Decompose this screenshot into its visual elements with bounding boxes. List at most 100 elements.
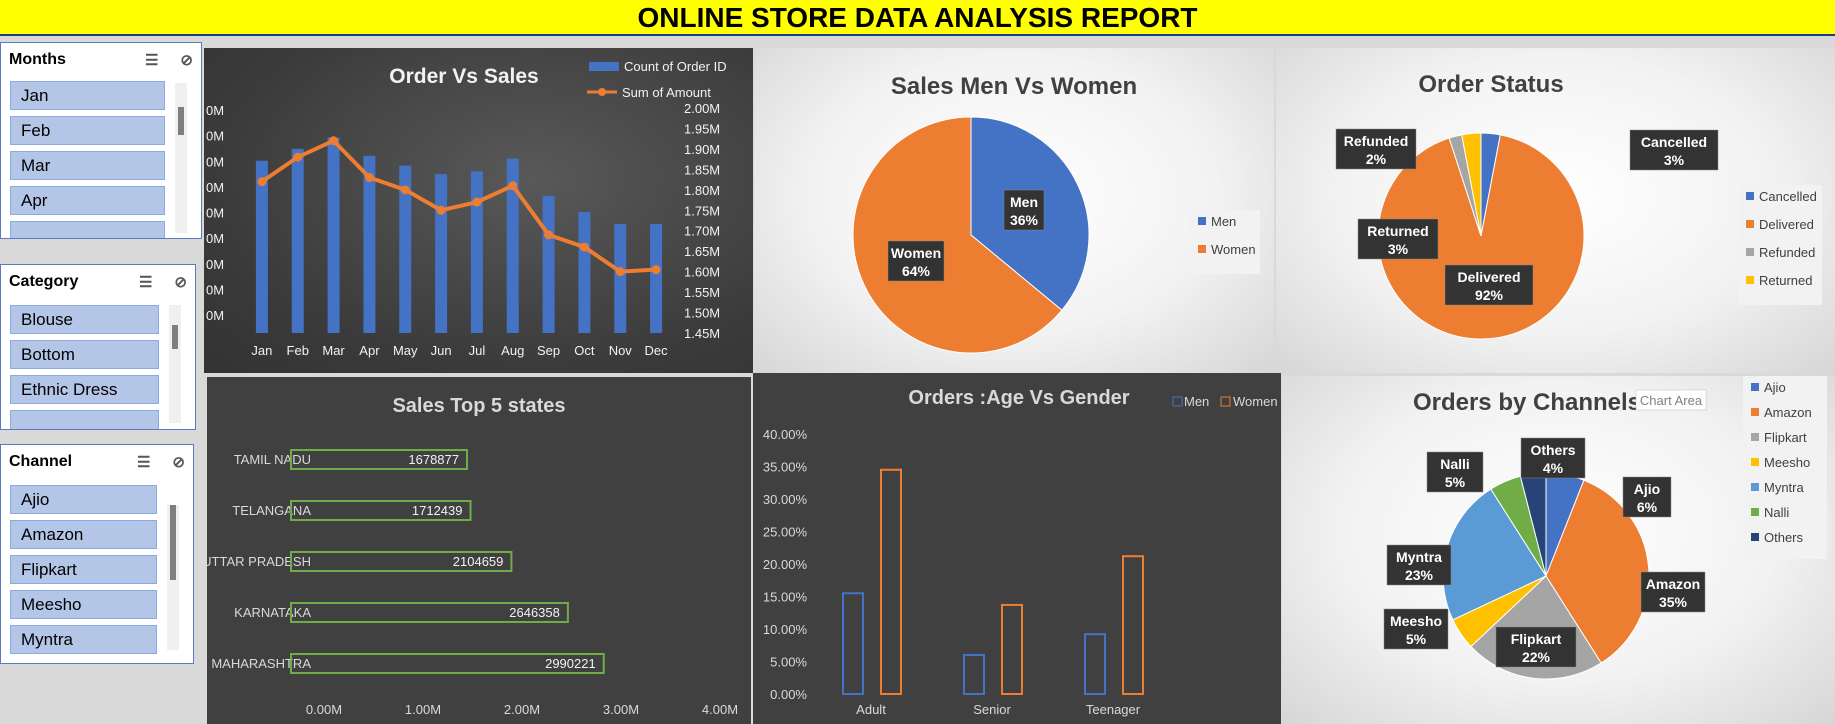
age-gender-panel[interactable]: Orders :Age Vs Gender Men Women 40.00% 35.00… xyxy=(753,373,1281,724)
bar-orders xyxy=(542,195,555,333)
callout-others-box xyxy=(1520,437,1586,479)
point-amount xyxy=(293,152,303,162)
chart-title: Sales Top 5 states xyxy=(392,395,565,417)
callout-returned-box xyxy=(1357,218,1439,260)
multi-select-icon[interactable]: ☰ xyxy=(138,274,153,291)
category-slicer[interactable]: Category ☰ ⊘ Blouse Bottom Ethnic Dress xyxy=(0,264,196,430)
state-bar xyxy=(290,449,469,470)
state-bar xyxy=(290,500,472,521)
state-bar xyxy=(290,602,569,623)
x-tick-label: Senior xyxy=(973,702,1011,717)
multi-select-icon[interactable]: ☰ xyxy=(144,52,159,69)
point-amount xyxy=(579,242,589,252)
x-tick-label: May xyxy=(393,343,418,358)
state-bar xyxy=(290,551,513,572)
status-slice xyxy=(1461,132,1482,237)
chart-area-tooltip-box xyxy=(1635,389,1707,411)
channel-legend-swatch xyxy=(1751,408,1759,416)
left-tick-label: 0M xyxy=(206,257,224,272)
status-legend-label: Refunded xyxy=(1759,245,1815,260)
age-gender-chart: Orders :Age Vs Gender Men Women 40.00% 35.00… xyxy=(763,387,1278,717)
callout-flipkart-box xyxy=(1495,626,1577,668)
left-tick-label: 0M xyxy=(206,206,224,221)
x-tick-label: Mar xyxy=(322,343,345,358)
channel-legend-swatch xyxy=(1751,383,1759,391)
clear-filter-icon[interactable]: ⊘ xyxy=(174,274,187,291)
slicer-item-feb[interactable]: Feb xyxy=(10,116,165,145)
right-tick-label: 1.90M xyxy=(684,142,720,157)
x-tick-label: Sep xyxy=(537,343,560,358)
slicer-item-ajio[interactable]: Ajio xyxy=(10,485,157,514)
x-tick-label: Jul xyxy=(469,343,486,358)
slicer-item-flipkart[interactable]: Flipkart xyxy=(10,555,157,584)
x-tick-label: 4.00M xyxy=(702,702,738,717)
right-tick-label: 1.50M xyxy=(684,306,720,321)
channel-legend-label: Ajio xyxy=(1764,380,1786,395)
right-tick-label: 1.85M xyxy=(684,162,720,177)
left-tick-label: 0M xyxy=(206,308,224,323)
channel-legend-label: Meesho xyxy=(1764,455,1810,470)
channel-legend-swatch xyxy=(1751,508,1759,516)
order-vs-sales-panel[interactable]: Order Vs Sales Count of Order ID Sum of Am… xyxy=(204,48,753,373)
slicer-item-meesho[interactable]: Meesho xyxy=(10,590,157,619)
right-tick-label: 2.00M xyxy=(684,101,720,116)
right-tick-label: 1.60M xyxy=(684,265,720,280)
sales-gender-chart: Sales Men Vs Women Men 36% Women 64% Men Women xyxy=(852,73,1260,354)
months-scrollbar[interactable] xyxy=(175,83,187,233)
left-tick-label: 0M xyxy=(206,103,224,118)
status-legend-swatch xyxy=(1746,248,1754,256)
x-tick-label: Feb xyxy=(287,343,309,358)
slicer-item-myntra[interactable]: Myntra xyxy=(10,625,157,654)
slicer-item-apr[interactable]: Apr xyxy=(10,186,165,215)
legend-swatch-men xyxy=(1172,396,1183,407)
point-amount xyxy=(544,230,554,240)
bar-women xyxy=(880,468,902,695)
slicer-item-blouse[interactable]: Blouse xyxy=(10,305,159,334)
slicer-item-amazon[interactable]: Amazon xyxy=(10,520,157,549)
slicer-item-mar[interactable]: Mar xyxy=(10,151,165,180)
point-amount xyxy=(651,265,661,275)
bar-orders xyxy=(435,174,448,333)
callout-cancelled-box xyxy=(1629,129,1719,171)
callout-ajio-value: 6% xyxy=(1637,499,1658,515)
callout-myntra-box xyxy=(1386,544,1452,586)
callout-nalli-label: Nalli xyxy=(1440,456,1470,472)
slicer-item-partial[interactable] xyxy=(10,221,165,238)
point-amount xyxy=(400,185,410,195)
order-status-panel[interactable]: Order Status Cancelled 3% Delivered 92% Refun… xyxy=(1276,48,1835,373)
channel-slicer[interactable]: Channel ☰ ⊘ Ajio Amazon Flipkart Meesho M… xyxy=(0,444,194,664)
bar-orders xyxy=(327,137,340,333)
clear-filter-icon[interactable]: ⊘ xyxy=(180,52,193,69)
multi-select-icon[interactable]: ☰ xyxy=(136,454,151,471)
slicer-item-bottom[interactable]: Bottom xyxy=(10,340,159,369)
chart-area-tooltip: Chart Area xyxy=(1640,393,1703,408)
slicer-item-ethnic-dress[interactable]: Ethnic Dress xyxy=(10,375,159,404)
sales-gender-panel[interactable]: Sales Men Vs Women Men 36% Women 64% Men Women xyxy=(754,48,1274,373)
bar-orders xyxy=(399,165,412,333)
slicer-item-partial[interactable] xyxy=(10,410,159,429)
channel-slicer-title: Channel xyxy=(9,453,73,470)
callout-ajio-box xyxy=(1622,476,1672,518)
channels-panel[interactable]: Orders by Channels Chart Area Ajio 6% Amazon… xyxy=(1282,376,1835,724)
callout-men-value: 36% xyxy=(1010,212,1039,228)
clear-filter-icon[interactable]: ⊘ xyxy=(172,454,185,471)
callout-returned-value: 3% xyxy=(1388,241,1409,257)
state-label: TAMIL NADU xyxy=(234,452,311,467)
state-value-label: 1678877 xyxy=(408,452,459,467)
status-legend-label: Returned xyxy=(1759,273,1812,288)
status-legend-label: Delivered xyxy=(1759,217,1814,232)
channel-scrollbar[interactable] xyxy=(167,505,179,650)
slicer-item-jan[interactable]: Jan xyxy=(10,81,165,110)
chart-title: Order Vs Sales xyxy=(389,65,538,88)
category-slicer-title: Category xyxy=(9,273,79,290)
state-label: TELANGANA xyxy=(232,503,311,518)
top-states-panel[interactable]: Sales Top 5 states TAMIL NADU 1678877 TELAN… xyxy=(207,377,751,724)
x-tick-label: Nov xyxy=(609,343,633,358)
point-amount xyxy=(329,136,339,146)
months-slicer[interactable]: Months ☰ ⊘ Jan Feb Mar Apr xyxy=(0,42,202,239)
y-tick-label: 5.00% xyxy=(770,655,807,670)
legend-label-amount: Sum of Amount xyxy=(622,85,711,100)
y-tick-label: 25.00% xyxy=(763,525,808,540)
right-tick-label: 1.80M xyxy=(684,183,720,198)
category-scrollbar[interactable] xyxy=(169,305,181,423)
